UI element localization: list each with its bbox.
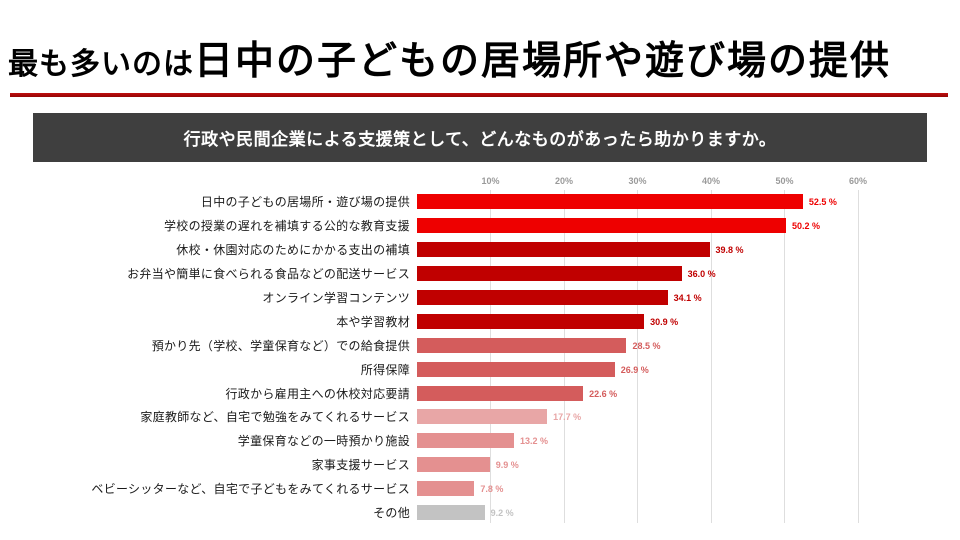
bar-row: ベビーシッターなど、自宅で子どもをみてくれるサービス 7.8 % [0, 477, 960, 501]
question-banner: 行政や民間企業による支援策として、どんなものがあったら助かりますか。 [33, 113, 927, 162]
category-label: 所得保障 [360, 362, 410, 377]
bar-row: お弁当や簡単に食べられる食品などの配送サービス 36.0 % [0, 262, 960, 286]
bar-row: 日中の子どもの居場所・遊び場の提供 52.5 % [0, 190, 960, 214]
category-label: その他 [373, 506, 410, 521]
category-label: オンライン学習コンテンツ [262, 291, 410, 305]
bar-track: 13.2 % [417, 433, 960, 449]
value-label: 22.6 % [589, 388, 618, 399]
bar [417, 218, 786, 234]
bar [417, 385, 584, 401]
value-label: 52.5 % [808, 197, 837, 208]
category-label: ベビーシッターなど、自宅で子どもをみてくれるサービス [91, 482, 410, 497]
gridline [784, 190, 785, 523]
bar-row: その他 9.2 % [0, 501, 960, 525]
bar-track: 7.8 % [417, 481, 960, 497]
x-axis-tick-label: 10% [481, 176, 500, 186]
chart-gridlines [417, 190, 862, 523]
value-label: 50.2 % [791, 221, 820, 232]
bar-track: 28.5 % [417, 337, 960, 353]
value-label: 9.9 % [495, 460, 519, 471]
bar-track: 22.6 % [417, 385, 960, 401]
category-label: 預かり先（学校、学童保育など）での給食提供 [151, 338, 410, 353]
value-label: 9.2 % [490, 508, 514, 519]
category-label: 日中の子どもの居場所・遊び場の提供 [200, 195, 410, 210]
question-banner-text: 行政や民間企業による支援策として、どんなものがあったら助かりますか。 [183, 130, 777, 149]
bar [417, 313, 645, 329]
value-label: 7.8 % [480, 484, 504, 495]
x-axis-tick-label: 20% [554, 176, 574, 186]
bar-row: 休校・休園対応のためにかかる支出の補填 39.8 % [0, 238, 960, 262]
bar-track: 50.2 % [417, 218, 960, 234]
bar-track: 39.8 % [417, 242, 960, 258]
x-axis-tick-label: 30% [628, 176, 647, 186]
bar [417, 242, 710, 258]
bar-track: 30.9 % [417, 313, 960, 329]
bar-row: 本や学習教材 30.9 % [0, 309, 960, 333]
bar [417, 457, 490, 473]
bar [417, 361, 615, 377]
bar [417, 433, 515, 449]
page-title-prefix: 最も多いのは [8, 48, 194, 81]
bar [417, 409, 548, 425]
bar-track: 52.5 % [417, 194, 960, 210]
value-label: 13.2 % [520, 436, 549, 447]
category-label: お弁当や簡単に食べられる食品などの配送サービス [127, 267, 410, 282]
value-label: 28.5 % [632, 340, 661, 351]
x-axis-tick-label: 60% [848, 176, 868, 186]
value-label: 39.8 % [715, 245, 744, 256]
bar-track: 36.0 % [417, 266, 960, 282]
bar-row: 家庭教師など、自宅で勉強をみてくれるサービス 17.7 % [0, 405, 960, 429]
bar [417, 337, 627, 353]
bar [417, 290, 668, 305]
bar-row: オンライン学習コンテンツ 34.1 % [0, 286, 960, 310]
bar-row: 学童保育などの一時預かり施設 13.2 % [0, 429, 960, 453]
value-label: 30.9 % [650, 316, 679, 327]
bar-track: 9.2 % [417, 505, 960, 521]
gridline [637, 190, 638, 523]
category-label: 家庭教師など、自宅で勉強をみてくれるサービス [140, 410, 410, 425]
page-title-emphasis: 日中の子どもの居場所や遊び場の提供 [194, 40, 892, 83]
bar-track: 17.7 % [417, 409, 960, 425]
x-axis-ticks: 10% 20% 30% 40% 50% 60% [0, 176, 960, 190]
bar-track: 26.9 % [417, 361, 960, 377]
category-label: 学校の授業の遅れを補填する公的な教育支援 [163, 219, 410, 234]
gridline [490, 190, 491, 523]
bar-track: 34.1 % [417, 290, 960, 305]
category-label: 家事支援サービス [311, 458, 410, 473]
bar-row: 学校の授業の遅れを補填する公的な教育支援 50.2 % [0, 214, 960, 238]
value-label: 17.7 % [553, 412, 582, 423]
bar [417, 266, 682, 282]
bar [417, 505, 485, 521]
value-label: 26.9 % [620, 364, 649, 375]
value-label: 36.0 % [687, 269, 716, 280]
bar-row: 所得保障 26.9 % [0, 357, 960, 381]
category-label: 本や学習教材 [336, 314, 410, 329]
bar-row: 預かり先（学校、学童保育など）での給食提供 28.5 % [0, 333, 960, 357]
category-label: 休校・休園対応のためにかかる支出の補填 [176, 243, 410, 258]
bar [417, 481, 475, 497]
category-label: 学童保育などの一時預かり施設 [237, 434, 410, 449]
bar-chart: 日中の子どもの居場所・遊び場の提供 52.5 % 学校の授業の遅れを補填する公的な教… [0, 190, 960, 524]
bar-row: 行政から雇用主への休校対応要請 22.6 % [0, 381, 960, 405]
title-underline-rule [10, 93, 948, 97]
page-title: 最も多いのは 日中の子どもの居場所や遊び場の提供 [8, 30, 952, 86]
bar [417, 194, 803, 210]
value-label: 34.1 % [673, 293, 702, 303]
bar-track: 9.9 % [417, 457, 960, 473]
gridline [710, 190, 712, 523]
x-axis-tick-label: 40% [701, 176, 721, 186]
category-label: 行政から雇用主への休校対応要請 [225, 386, 410, 401]
bar-row: 家事支援サービス 9.9 % [0, 453, 960, 477]
gridline [857, 190, 859, 523]
gridline [563, 190, 565, 523]
x-axis-tick-label: 50% [775, 176, 794, 186]
